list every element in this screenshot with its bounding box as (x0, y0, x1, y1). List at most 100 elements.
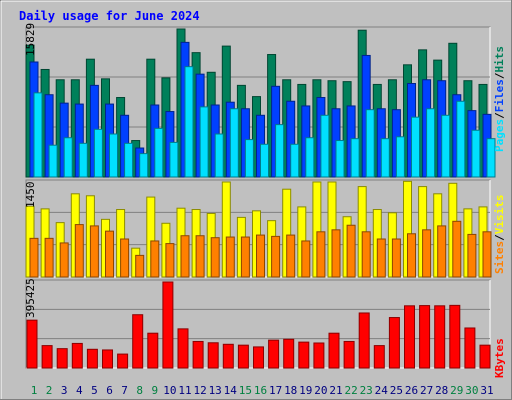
sites-bar (59, 242, 69, 278)
x-tick-label: 3 (61, 384, 68, 397)
bot-legend: KBytes (493, 338, 506, 378)
sites-bar (391, 238, 401, 278)
sites-bar (361, 231, 371, 278)
sites-bar (44, 237, 54, 278)
sites-bar (437, 225, 447, 278)
x-tick-label: 14 (224, 384, 238, 397)
kbytes-bar (86, 348, 98, 369)
pages-bar (441, 114, 451, 178)
x-tick-label: 27 (420, 384, 433, 397)
sites-bar (150, 240, 160, 278)
kbytes-bar (464, 327, 476, 369)
mid-ymax-label: 1450 (24, 182, 37, 209)
pages-bar (33, 92, 43, 178)
mid-legend: Sites/Visits (493, 195, 506, 275)
kbytes-bar (298, 341, 310, 369)
pages-bar (426, 108, 436, 178)
sites-bar (135, 254, 145, 278)
sites-bar (331, 229, 341, 278)
x-tick-label: 16 (254, 384, 267, 397)
sites-bar (180, 235, 190, 278)
kbytes-bar (419, 305, 431, 369)
kbytes-bar (237, 344, 249, 369)
pages-bar (260, 143, 269, 178)
kbytes-bar (26, 319, 38, 369)
visits-sites-panel (25, 179, 492, 278)
sites-bar (225, 236, 235, 278)
x-tick-label: 31 (480, 384, 493, 397)
kbytes-bar (177, 328, 189, 369)
x-tick-label: 11 (178, 384, 191, 397)
pages-bar (48, 144, 58, 178)
x-tick-label: 26 (405, 384, 418, 397)
x-tick-label: 29 (450, 384, 463, 397)
sites-bar (74, 224, 84, 278)
sites-bar (286, 234, 296, 278)
sites-bar (240, 236, 250, 278)
legend-sites: Sites (493, 241, 506, 274)
kbytes-bar (373, 345, 385, 369)
x-tick-label: 1 (31, 384, 38, 397)
x-tick-label: 10 (163, 384, 176, 397)
pages-bar (78, 142, 88, 178)
kbytes-bar (222, 343, 234, 369)
pages-bar (154, 127, 164, 178)
pages-bar (229, 108, 239, 178)
sites-bar (105, 230, 114, 278)
kbytes-bar (479, 344, 491, 369)
kbytes-bar (343, 340, 355, 369)
pages-bar (305, 137, 315, 178)
pages-bar (275, 124, 285, 178)
sites-bar (316, 231, 326, 278)
kbytes-bar (434, 305, 446, 369)
sites-bar (467, 233, 477, 278)
sites-bar (301, 240, 311, 278)
sites-bar (195, 235, 205, 278)
kbytes-bar (162, 281, 174, 369)
legend-sep-2: / (493, 72, 506, 79)
sites-bar (376, 238, 386, 278)
pages-bar (93, 128, 103, 178)
legend-hits: Hits (493, 46, 506, 73)
x-tick-label: 23 (360, 384, 373, 397)
kbytes-bar (71, 342, 83, 369)
pages-bar (335, 140, 345, 178)
kbytes-bar (147, 332, 159, 369)
kbytes-bar (388, 317, 400, 369)
pages-bar (290, 143, 300, 178)
kbytes-bar (41, 345, 53, 369)
kbytes-bar (117, 353, 129, 369)
x-tick-label: 2 (46, 384, 53, 397)
sites-bar (89, 225, 99, 278)
x-tick-label: 15 (239, 384, 252, 397)
x-tick-label: 12 (193, 384, 206, 397)
x-tick-label: 5 (91, 384, 98, 397)
sites-bar (29, 237, 39, 278)
chart-title: Daily usage for June 2024 (19, 9, 200, 23)
x-tick-label: 30 (465, 384, 478, 397)
sites-bar (482, 231, 492, 278)
pages-bar (124, 142, 134, 178)
x-tick-label: 19 (299, 384, 312, 397)
kbytes-bar (358, 312, 370, 369)
legend-files: Files (493, 79, 506, 112)
sites-bar (210, 237, 220, 278)
kbytes-bar (132, 314, 144, 369)
top-ymax-label: 15829 (24, 23, 37, 56)
x-tick-label: 28 (435, 384, 448, 397)
pages-bar (471, 129, 481, 178)
x-axis-labels: 1 2 3 4 5 6 7 8 9 10 11 12 13 14 15 16 17 18 19 20 21 22 23 24 2… (31, 384, 494, 397)
x-tick-label: 6 (106, 384, 113, 397)
pages-bar (244, 139, 254, 178)
pages-bar (350, 138, 360, 178)
legend-pages: Pages (493, 119, 506, 152)
top-legend: Pages/Files/Hits (493, 46, 506, 152)
x-tick-label: 18 (284, 384, 297, 397)
x-tick-label: 9 (151, 384, 158, 397)
kbytes-bar (313, 342, 325, 369)
kbytes-bar (253, 346, 264, 369)
pages-bar (169, 141, 179, 178)
sites-bar (452, 220, 462, 278)
kbytes-bar (56, 348, 68, 369)
